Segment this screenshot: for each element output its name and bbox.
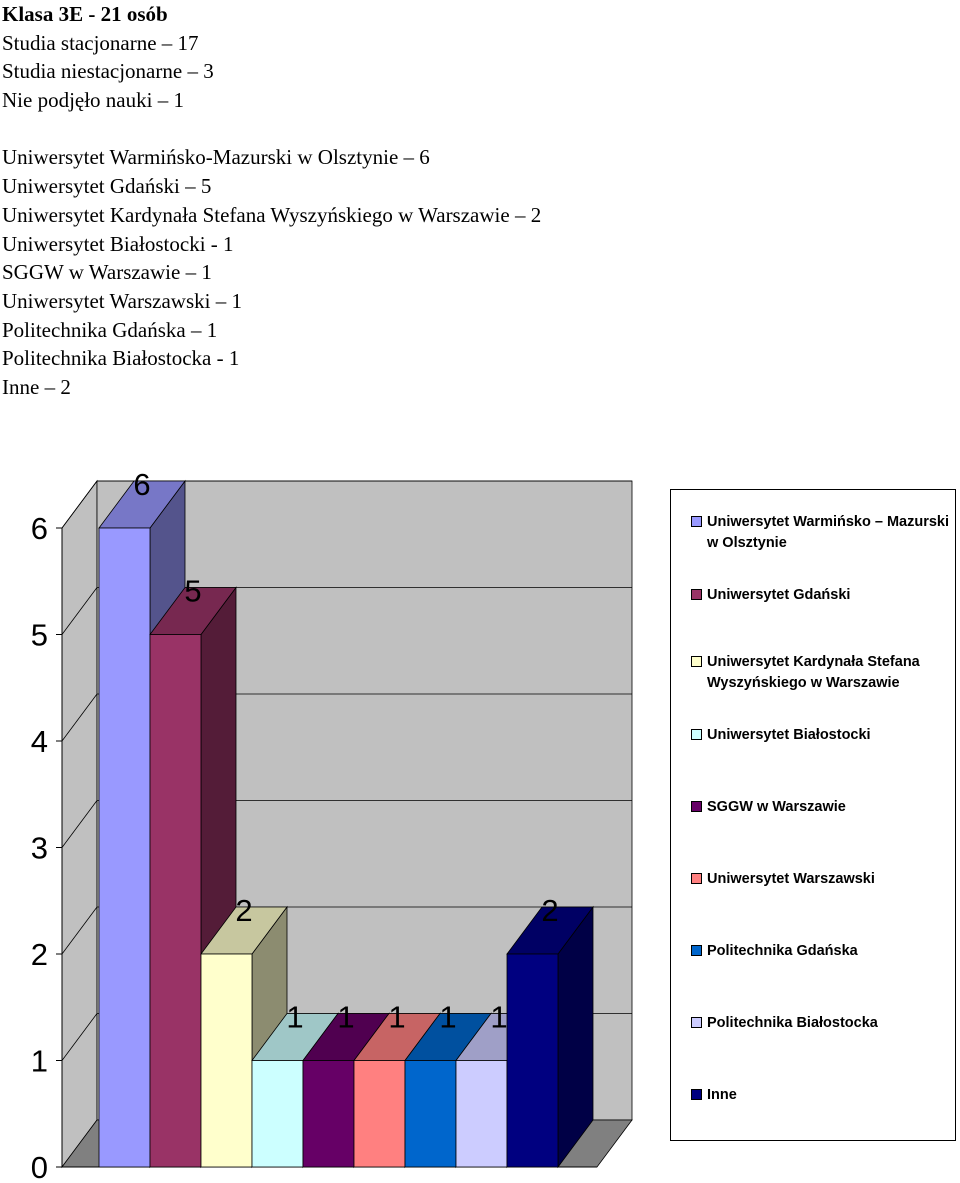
bar [98,527,151,1168]
y-tick-label: 3 [31,831,48,866]
legend-item: Uniwersytet Warmińsko – Mazurski w Olszt… [691,512,953,553]
data-label: 5 [184,574,201,609]
y-tick-label: 6 [31,511,48,546]
legend-item: Politechnika Gdańska [691,941,953,962]
data-label: 1 [490,1000,507,1035]
bar [506,953,559,1168]
university-line: Politechnika Białostocka - 1 [2,346,240,371]
y-tick-label: 5 [31,618,48,653]
legend-label: SGGW w Warszawie [707,799,846,815]
data-label: 1 [337,1000,354,1035]
data-label: 1 [439,1000,456,1035]
university-line: Politechnika Gdańska – 1 [2,317,218,342]
legend-item: Politechnika Białostocka [691,1013,953,1034]
university-line: SGGW w Warszawie – 1 [2,260,212,285]
legend-label: Politechnika Białostocka [707,1015,878,1031]
bar [353,1060,406,1168]
data-label: 2 [541,893,558,928]
y-tick-label: 0 [31,1150,48,1183]
gridline-side [61,480,98,529]
bar [455,1060,508,1168]
legend-item: Uniwersytet Kardynała Stefana Wyszyńskie… [691,652,953,693]
gridline-side [61,800,98,848]
gridline-side [61,1013,98,1061]
data-label: 6 [133,470,150,502]
chart-legend: Uniwersytet Warmińsko – Mazurski w Olszt… [670,489,956,1141]
legend-label: Uniwersytet Warszawski [707,871,875,887]
legend-swatch [691,656,702,667]
legend-item: Uniwersytet Warszawski [691,869,953,890]
university-line: Uniwersytet Warszawski – 1 [2,288,242,313]
legend-swatch [691,945,702,956]
university-line: Uniwersytet Gdański – 5 [2,174,212,199]
legend-item: Uniwersytet Białostocki [691,725,953,746]
summary-line: Nie podjęło nauki – 1 [2,88,184,113]
y-tick-label: 4 [31,724,48,759]
legend-swatch [691,873,702,884]
university-line: Inne – 2 [2,374,71,399]
legend-swatch [691,1089,702,1100]
university-line: Uniwersytet Kardynała Stefana Wyszyńskie… [2,202,542,227]
legend-item: Inne [691,1085,953,1106]
university-line: Uniwersytet Białostocki - 1 [2,231,234,256]
summary-text: Klasa 3E - 21 osób Studia stacjonarne – … [2,0,702,402]
legend-label: Uniwersytet Kardynała Stefana Wyszyńskie… [707,654,920,691]
bar [149,634,202,1168]
legend-item: SGGW w Warszawie [691,797,953,818]
legend-swatch [691,516,702,527]
legend-label: Uniwersytet Gdański [707,587,851,603]
y-tick-label: 1 [31,1044,48,1079]
university-line: Uniwersytet Warmińsko-Mazurski w Olsztyn… [2,145,430,170]
legend-item: Uniwersytet Gdański [691,585,953,606]
legend-label: Uniwersytet Białostocki [707,727,871,743]
bar [251,1060,304,1168]
legend-label: Uniwersytet Warmińsko – Mazurski w Olszt… [707,514,950,551]
legend-swatch [691,729,702,740]
gridline-side [61,587,98,635]
data-label: 1 [388,1000,405,1035]
data-label: 1 [286,1000,303,1035]
legend-label: Politechnika Gdańska [707,943,858,959]
summary-line: Studia stacjonarne – 17 [2,30,199,55]
legend-swatch [691,1017,702,1028]
bar [302,1060,355,1168]
legend-swatch [691,589,702,600]
summary-line: Studia niestacjonarne – 3 [2,59,214,84]
class-title: Klasa 3E - 21 osób [2,2,168,26]
bar [404,1060,457,1168]
gridline-side [61,693,98,742]
legend-swatch [691,801,702,812]
data-label: 2 [235,893,252,928]
gridline-side [61,906,98,955]
spacer [2,115,702,144]
legend-label: Inne [707,1087,737,1103]
bar [200,953,253,1168]
y-tick-label: 2 [31,937,48,972]
